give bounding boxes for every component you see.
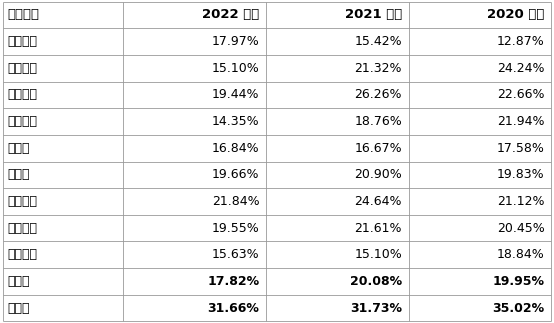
Text: 19.95%: 19.95% bbox=[493, 275, 545, 288]
Bar bbox=[266, 108, 409, 135]
Bar bbox=[409, 268, 551, 295]
Text: 16.67%: 16.67% bbox=[355, 142, 402, 155]
Bar bbox=[124, 215, 266, 242]
Text: 24.24%: 24.24% bbox=[497, 62, 545, 75]
Text: 19.44%: 19.44% bbox=[212, 89, 259, 101]
Bar bbox=[266, 242, 409, 268]
Bar bbox=[3, 188, 124, 215]
Bar bbox=[124, 188, 266, 215]
Bar bbox=[124, 108, 266, 135]
Text: 京磁股份: 京磁股份 bbox=[7, 222, 37, 234]
Text: 宁波韵升: 宁波韵升 bbox=[7, 89, 37, 101]
Bar bbox=[266, 55, 409, 81]
Text: 18.76%: 18.76% bbox=[354, 115, 402, 128]
Bar bbox=[266, 81, 409, 108]
Text: 20.45%: 20.45% bbox=[497, 222, 545, 234]
Bar bbox=[3, 268, 124, 295]
Text: 本公司: 本公司 bbox=[7, 302, 30, 315]
Bar bbox=[409, 215, 551, 242]
Bar bbox=[266, 162, 409, 188]
Text: 19.83%: 19.83% bbox=[497, 168, 545, 181]
Text: 公司名称: 公司名称 bbox=[7, 8, 39, 21]
Text: 17.58%: 17.58% bbox=[497, 142, 545, 155]
Bar bbox=[3, 2, 124, 28]
Text: 21.84%: 21.84% bbox=[212, 195, 259, 208]
Bar bbox=[3, 295, 124, 321]
Bar bbox=[124, 81, 266, 108]
Text: 12.87%: 12.87% bbox=[497, 35, 545, 48]
Text: 35.02%: 35.02% bbox=[493, 302, 545, 315]
Bar bbox=[409, 135, 551, 162]
Bar bbox=[409, 242, 551, 268]
Bar bbox=[409, 295, 551, 321]
Bar bbox=[3, 135, 124, 162]
Text: 26.26%: 26.26% bbox=[355, 89, 402, 101]
Bar bbox=[409, 188, 551, 215]
Text: 15.42%: 15.42% bbox=[355, 35, 402, 48]
Text: 正海磁材: 正海磁材 bbox=[7, 115, 37, 128]
Bar bbox=[409, 2, 551, 28]
Text: 金力永磁: 金力永磁 bbox=[7, 62, 37, 75]
Text: 14.35%: 14.35% bbox=[212, 115, 259, 128]
Text: 15.63%: 15.63% bbox=[212, 248, 259, 261]
Bar bbox=[3, 108, 124, 135]
Bar bbox=[3, 162, 124, 188]
Text: 21.32%: 21.32% bbox=[355, 62, 402, 75]
Text: 中科三环: 中科三环 bbox=[7, 35, 37, 48]
Bar bbox=[124, 135, 266, 162]
Text: 22.66%: 22.66% bbox=[497, 89, 545, 101]
Text: 16.84%: 16.84% bbox=[212, 142, 259, 155]
Text: 18.84%: 18.84% bbox=[497, 248, 545, 261]
Bar bbox=[409, 162, 551, 188]
Text: 24.64%: 24.64% bbox=[355, 195, 402, 208]
Bar bbox=[124, 2, 266, 28]
Bar bbox=[124, 242, 266, 268]
Text: 大地熊: 大地熊 bbox=[7, 168, 30, 181]
Bar bbox=[124, 268, 266, 295]
Text: 21.12%: 21.12% bbox=[497, 195, 545, 208]
Bar bbox=[266, 215, 409, 242]
Text: 天和磁材: 天和磁材 bbox=[7, 248, 37, 261]
Text: 20.90%: 20.90% bbox=[354, 168, 402, 181]
Text: 2020 年度: 2020 年度 bbox=[487, 8, 545, 21]
Text: 2021 年度: 2021 年度 bbox=[345, 8, 402, 21]
Text: 平均值: 平均值 bbox=[7, 275, 30, 288]
Text: 2022 年度: 2022 年度 bbox=[202, 8, 259, 21]
Bar bbox=[3, 55, 124, 81]
Text: 英洛华: 英洛华 bbox=[7, 142, 30, 155]
Bar bbox=[266, 188, 409, 215]
Text: 19.66%: 19.66% bbox=[212, 168, 259, 181]
Text: 中科磁业: 中科磁业 bbox=[7, 195, 37, 208]
Bar bbox=[3, 28, 124, 55]
Text: 21.61%: 21.61% bbox=[355, 222, 402, 234]
Bar bbox=[409, 55, 551, 81]
Text: 19.55%: 19.55% bbox=[212, 222, 259, 234]
Bar bbox=[124, 295, 266, 321]
Bar bbox=[3, 81, 124, 108]
Text: 15.10%: 15.10% bbox=[212, 62, 259, 75]
Bar bbox=[409, 81, 551, 108]
Text: 21.94%: 21.94% bbox=[497, 115, 545, 128]
Text: 20.08%: 20.08% bbox=[350, 275, 402, 288]
Bar bbox=[266, 135, 409, 162]
Text: 31.73%: 31.73% bbox=[350, 302, 402, 315]
Bar bbox=[266, 28, 409, 55]
Text: 17.82%: 17.82% bbox=[207, 275, 259, 288]
Bar bbox=[3, 215, 124, 242]
Bar bbox=[124, 28, 266, 55]
Bar bbox=[124, 162, 266, 188]
Bar bbox=[266, 268, 409, 295]
Bar bbox=[124, 55, 266, 81]
Bar bbox=[266, 295, 409, 321]
Text: 17.97%: 17.97% bbox=[212, 35, 259, 48]
Text: 15.10%: 15.10% bbox=[354, 248, 402, 261]
Bar bbox=[409, 108, 551, 135]
Bar bbox=[266, 2, 409, 28]
Bar bbox=[3, 242, 124, 268]
Text: 31.66%: 31.66% bbox=[208, 302, 259, 315]
Bar bbox=[409, 28, 551, 55]
